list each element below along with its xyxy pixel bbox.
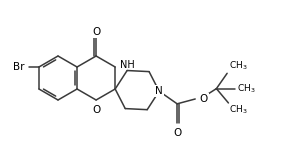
Text: O: O — [92, 27, 100, 37]
Text: N: N — [155, 86, 163, 96]
Text: O: O — [173, 128, 181, 137]
Text: CH$_3$: CH$_3$ — [229, 60, 248, 72]
Text: O: O — [92, 105, 100, 115]
Text: O: O — [199, 94, 207, 104]
Text: CH$_3$: CH$_3$ — [230, 104, 248, 116]
Text: NH: NH — [120, 60, 135, 70]
Text: CH$_3$: CH$_3$ — [237, 82, 256, 95]
Text: Br: Br — [13, 62, 25, 72]
